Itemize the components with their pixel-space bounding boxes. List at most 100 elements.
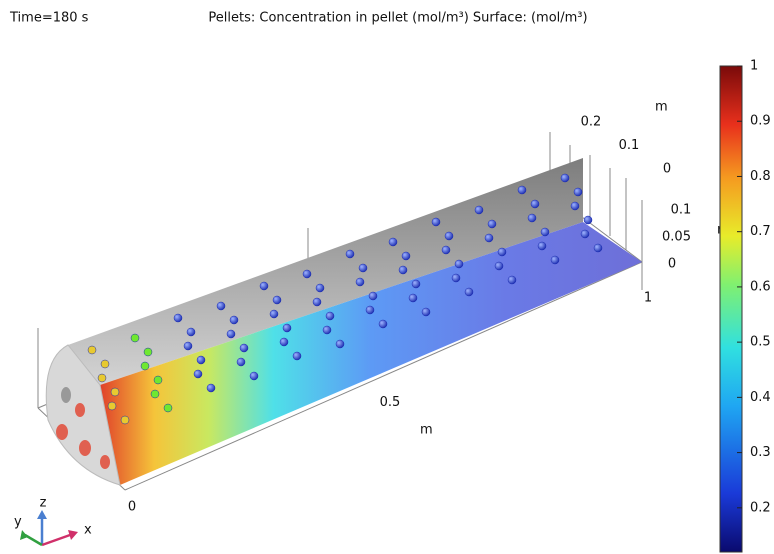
colorbar-tick-label: 0.6: [750, 279, 771, 294]
pellet: [571, 202, 579, 210]
pellet: [111, 388, 119, 396]
pellet: [409, 294, 417, 302]
y-tick-label: 0: [663, 162, 671, 177]
pellet: [230, 316, 238, 324]
pellet: [151, 390, 159, 398]
pellet: [475, 206, 483, 214]
pellet: [174, 314, 182, 322]
pellet: [356, 278, 364, 286]
pellet: [194, 370, 202, 378]
pellet: [207, 384, 215, 392]
pellet: [399, 266, 407, 274]
pellet: [98, 374, 106, 382]
pellet: [369, 292, 377, 300]
pellet: [594, 244, 602, 252]
pellet: [240, 344, 248, 352]
pellet: [260, 282, 268, 290]
colorbar-tick-label: 0.7: [750, 224, 771, 239]
pellet: [270, 310, 278, 318]
pellet: [574, 188, 582, 196]
pellet: [541, 228, 549, 236]
pellet: [422, 308, 430, 316]
pellet: [326, 312, 334, 320]
colorbar-tick-label: 0.2: [750, 500, 771, 515]
pellet: [280, 338, 288, 346]
pellet: [164, 404, 172, 412]
pellet: [379, 320, 387, 328]
pellet: [366, 306, 374, 314]
pellet: [485, 234, 493, 242]
x-tick-label: 1: [644, 291, 652, 306]
pellet: [293, 352, 301, 360]
colorbar: [720, 66, 742, 552]
y-axis-label: m: [655, 100, 668, 115]
time-label: Time=180 s: [9, 11, 89, 26]
pellet: [498, 248, 506, 256]
pellet: [452, 274, 460, 282]
pellet: [584, 216, 592, 224]
colorbar-tick-label: 0.8: [750, 169, 771, 184]
pellet: [217, 302, 225, 310]
pellet: [528, 214, 536, 222]
pellet: [250, 372, 258, 380]
pellet: [283, 324, 291, 332]
pellet: [445, 232, 453, 240]
plot-title: Pellets: Concentration in pellet (mol/m³…: [208, 11, 587, 26]
y-tick-label: 0.1: [619, 138, 640, 153]
pellet: [141, 362, 149, 370]
x-tick-label: 0.5: [380, 395, 401, 410]
pellet: [488, 220, 496, 228]
colorbar-tick-label: 0.3: [750, 445, 771, 460]
z-tick-label: 0: [668, 257, 676, 272]
z-tick-label: 0.05: [662, 230, 691, 245]
pellet: [227, 330, 235, 338]
pellet: [346, 250, 354, 258]
pellet: [551, 256, 559, 264]
z-tick-label: 0.1: [671, 203, 692, 218]
pellet: [316, 284, 324, 292]
x-tick-label: 0: [128, 500, 136, 515]
y-tick-label: 0.2: [581, 115, 602, 130]
pellet: [389, 238, 397, 246]
pellet: [237, 358, 245, 366]
pellet: [402, 252, 410, 260]
colorbar-tick-label: 1: [750, 59, 758, 74]
pellet: [131, 334, 139, 342]
pellet: [197, 356, 205, 364]
pellet: [273, 296, 281, 304]
pellet: [455, 260, 463, 268]
pellet: [313, 298, 321, 306]
pellet: [187, 328, 195, 336]
x-axis-label: m: [420, 423, 433, 438]
pellet: [432, 218, 440, 226]
pellet: [495, 262, 503, 270]
colorbar-tick-label: 0.9: [750, 114, 771, 129]
pellet: [581, 230, 589, 238]
pellet: [518, 186, 526, 194]
triad-z: z: [40, 496, 47, 511]
pellet: [154, 376, 162, 384]
pellet: [336, 340, 344, 348]
pellet: [88, 346, 96, 354]
pellet: [508, 276, 516, 284]
pellet: [303, 270, 311, 278]
colorbar-tick-label: 0.5: [750, 335, 771, 350]
plot: Time=180 s Pellets: Concentration in pel…: [0, 0, 774, 554]
pellet: [184, 342, 192, 350]
triad: [20, 510, 78, 545]
pellet: [531, 200, 539, 208]
pellet: [442, 246, 450, 254]
triad-y: y: [14, 515, 22, 530]
pellet: [101, 360, 109, 368]
triad-x: x: [84, 523, 92, 538]
pellet: [359, 264, 367, 272]
pellet: [561, 174, 569, 182]
pellet: [108, 402, 116, 410]
pellet: [121, 416, 129, 424]
pellet: [465, 288, 473, 296]
pellet: [412, 280, 420, 288]
pellet: [144, 348, 152, 356]
pellet: [323, 326, 331, 334]
pellet: [538, 242, 546, 250]
colorbar-tick-label: 0.4: [750, 390, 771, 405]
